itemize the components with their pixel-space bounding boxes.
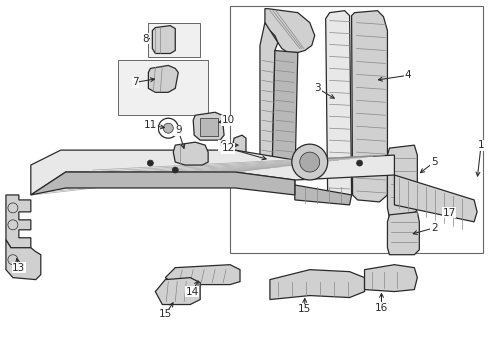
Text: 11: 11 [143, 120, 157, 130]
Text: 4: 4 [403, 71, 410, 80]
Polygon shape [271, 50, 297, 185]
Polygon shape [31, 150, 394, 195]
Bar [200, 118, 218, 136]
Polygon shape [264, 9, 314, 53]
Text: 12: 12 [221, 143, 234, 153]
Polygon shape [386, 145, 416, 218]
Text: 8: 8 [142, 33, 148, 44]
Polygon shape [269, 270, 364, 300]
Circle shape [356, 160, 362, 166]
Text: 7: 7 [132, 77, 139, 87]
Polygon shape [6, 240, 41, 280]
Polygon shape [152, 26, 175, 54]
Polygon shape [148, 66, 178, 92]
Text: 17: 17 [442, 208, 455, 218]
Polygon shape [193, 112, 224, 140]
Text: 2: 2 [430, 223, 437, 233]
Polygon shape [294, 185, 351, 205]
Polygon shape [364, 265, 416, 292]
Text: 13: 13 [12, 263, 25, 273]
Bar [148, 23, 200, 58]
Text: 15: 15 [159, 310, 172, 319]
Polygon shape [351, 11, 386, 202]
Polygon shape [173, 142, 208, 165]
Polygon shape [325, 11, 351, 200]
Polygon shape [165, 265, 240, 285]
Circle shape [172, 167, 178, 173]
Text: 14: 14 [185, 287, 199, 297]
Polygon shape [260, 23, 277, 182]
Text: 3: 3 [314, 84, 321, 93]
Bar [118, 60, 208, 115]
Circle shape [291, 144, 327, 180]
Polygon shape [155, 278, 200, 305]
Polygon shape [386, 212, 419, 255]
Bar [229, 6, 482, 253]
Circle shape [163, 123, 173, 133]
Text: 1: 1 [477, 140, 484, 150]
Polygon shape [6, 195, 31, 248]
Text: 9: 9 [175, 125, 181, 135]
Text: 10: 10 [221, 115, 234, 125]
Text: 6: 6 [218, 140, 225, 150]
Circle shape [299, 152, 319, 172]
Text: 5: 5 [430, 157, 437, 167]
Polygon shape [232, 135, 245, 158]
Polygon shape [394, 175, 476, 222]
Circle shape [147, 160, 153, 166]
Text: 15: 15 [298, 305, 311, 315]
Text: 16: 16 [374, 302, 387, 312]
Polygon shape [31, 172, 294, 195]
